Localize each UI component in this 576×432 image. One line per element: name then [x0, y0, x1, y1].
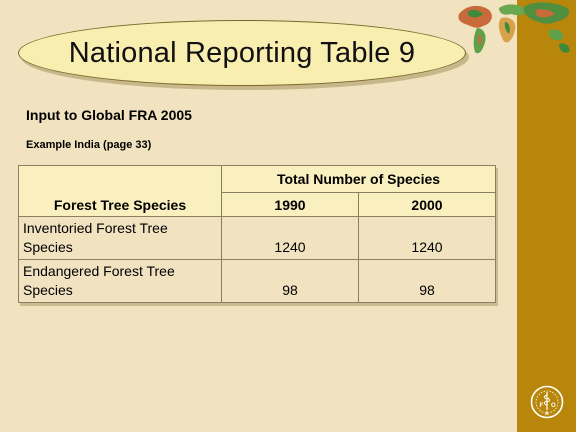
right-sidebar-band: [517, 0, 576, 432]
fao-logo-icon: F O A: [530, 385, 564, 419]
row-label: Endangered Forest Tree Species: [18, 259, 222, 303]
species-table: Forest Tree Species Total Number of Spec…: [18, 165, 497, 303]
year-header: 2000: [357, 192, 497, 217]
table-cell: 1240: [357, 216, 497, 260]
table-cell: 98: [221, 259, 359, 303]
example-note: Example India (page 33): [26, 139, 152, 151]
svg-text:O: O: [551, 403, 556, 409]
page-title: National Reporting Table 9: [68, 36, 416, 69]
table-row: Inventoried Forest Tree Species 1240 124…: [18, 216, 497, 260]
svg-text:A: A: [545, 411, 549, 417]
table-year-row: 1990 2000: [19, 192, 497, 217]
title-banner: National Reporting Table 9: [18, 20, 466, 86]
world-map-icon: [455, 0, 576, 60]
svg-text:F: F: [540, 403, 544, 409]
row-label: Inventoried Forest Tree Species: [18, 216, 222, 260]
table-header-row: Forest Tree Species Total Number of Spec…: [18, 165, 496, 217]
subtitle: Input to Global FRA 2005: [26, 107, 192, 123]
year-header: 1990: [221, 192, 359, 217]
table-row: Endangered Forest Tree Species 98 98: [18, 259, 497, 303]
total-species-header: Total Number of Species: [221, 165, 496, 193]
table-cell: 98: [357, 259, 497, 303]
table-cell: 1240: [221, 216, 359, 260]
species-column-header: Forest Tree Species: [18, 165, 222, 217]
